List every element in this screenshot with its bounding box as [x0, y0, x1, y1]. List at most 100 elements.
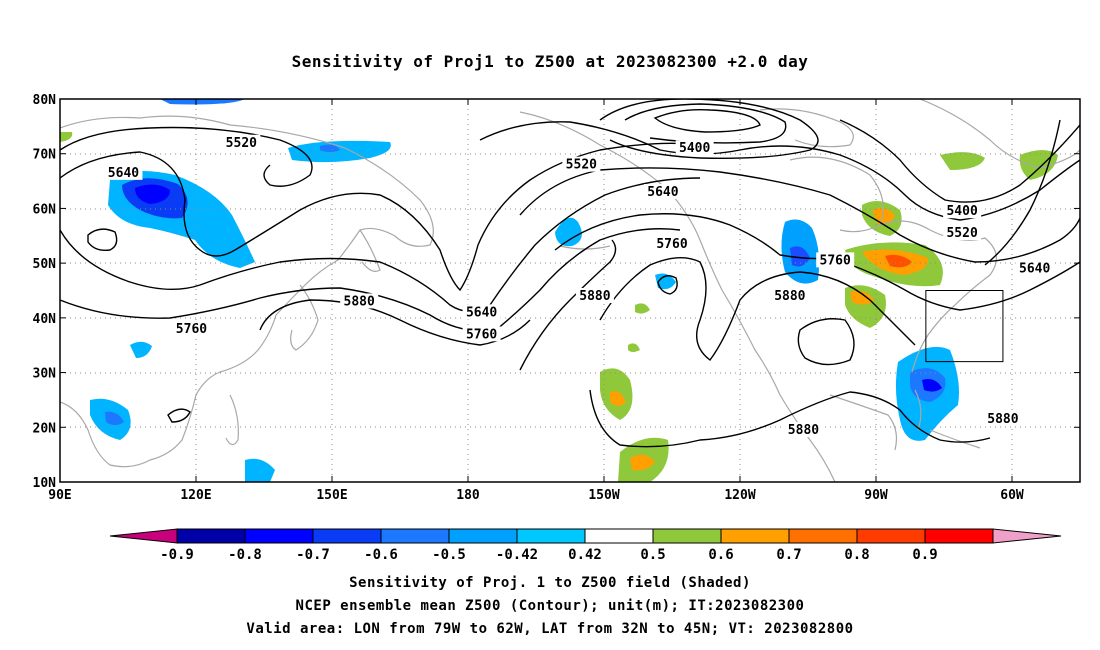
contour-small-low: [657, 275, 678, 295]
colorbar-swatch: [856, 528, 926, 544]
sensitivity-shading: [60, 99, 1058, 482]
lat-tick-label: 40N: [33, 312, 57, 327]
shade-greenland-green: [940, 152, 985, 170]
contour-label: 5880: [344, 294, 375, 309]
shade-asia-sw: [130, 341, 152, 358]
contour-5880-west: [60, 228, 681, 332]
caption-line-2: NCEP ensemble mean Z500 (Contour); unit(…: [295, 598, 805, 614]
shade-pac-orange-1: [610, 391, 626, 406]
contour-5760-west: [60, 177, 701, 313]
contour-small-closed-2: [167, 408, 191, 423]
lat-tick-label: 80N: [33, 93, 57, 108]
colorbar-label: -0.5: [432, 547, 466, 563]
lon-tick-label: 150W: [588, 488, 619, 503]
contour-label: 5400: [946, 204, 977, 219]
contour-label: 5640: [647, 185, 678, 200]
colorbar-label: 0.7: [776, 547, 801, 563]
shade-atlantic-inner: [922, 379, 942, 392]
shade-arctic-1: [288, 140, 391, 163]
contour-label-bg: [653, 235, 691, 251]
graticule: [60, 99, 1080, 482]
lat-tick-label: 70N: [33, 148, 57, 163]
contour-label-bg: [675, 140, 714, 156]
contour-label-bg: [462, 326, 501, 342]
figure-title: Sensitivity of Proj1 to Z500 at 20230823…: [291, 52, 809, 71]
contour-label-bg: [462, 304, 501, 320]
colorbar-label: 0.8: [844, 547, 869, 563]
coast-arctic-islands: [759, 108, 854, 148]
lon-tick-label: 120E: [180, 488, 211, 503]
longitude-axis: 90E 120E 150E 180 150W 120W 90W 60W: [48, 99, 1024, 503]
colorbar-label: -0.8: [228, 547, 262, 563]
contour-greenland-ridge: [984, 119, 1061, 266]
colorbar: -0.9 -0.8 -0.7 -0.6 -0.5 -0.42 0.42 0.5 0.6 0.7 0.…: [109, 528, 1062, 563]
contour-label-bg: [1015, 260, 1054, 276]
z500-contours: [60, 99, 1080, 448]
contour-label: 5640: [108, 166, 139, 181]
shade-lakes-red: [885, 254, 912, 268]
colorbar-label: 0.5: [640, 547, 665, 563]
contour-5760-closed-1: [87, 228, 118, 252]
shade-pacific: [555, 217, 582, 247]
contour-5880-pacific: [519, 239, 617, 371]
shade-gulf-alaska-blue: [655, 273, 676, 290]
shade-arctic-core: [320, 144, 340, 152]
colorbar-underflow-triangle: [109, 528, 178, 544]
shade-green-small: [635, 303, 650, 314]
contour-label: 5520: [946, 226, 977, 241]
colorbar-label: -0.6: [364, 547, 398, 563]
colorbar-label: -0.9: [160, 547, 194, 563]
lon-tick-label: 150E: [316, 488, 347, 503]
contour-5880-closed-1: [797, 318, 855, 366]
colorbar-swatch: [720, 528, 790, 544]
contour-5400-east: [839, 119, 1080, 203]
contour-label: 5520: [566, 158, 597, 173]
contour-label-bg: [643, 184, 682, 200]
contour-label: 5760: [656, 237, 687, 252]
contour-label-bg: [784, 422, 823, 438]
contour-5640-west: [60, 142, 701, 292]
coast-greenland: [919, 99, 1080, 169]
lat-tick-label: 10N: [33, 476, 57, 491]
contour-5760-south: [259, 299, 531, 346]
colorbar-swatch: [788, 528, 858, 544]
colorbar-swatch: [652, 528, 722, 544]
contour-label: 5520: [226, 136, 257, 151]
contour-label: 5880: [579, 289, 610, 304]
shade-green-west: [60, 132, 73, 142]
coast-philippines: [225, 394, 239, 446]
contour-label-bg: [770, 287, 809, 303]
plot-frame: [59, 98, 1081, 483]
lat-tick-label: 60N: [33, 202, 57, 217]
valid-area-box: [925, 290, 1004, 363]
contour-label: 5640: [466, 305, 497, 320]
contour-label-bg: [575, 287, 614, 303]
shade-green-small-2: [628, 343, 640, 352]
contour-label: 5880: [987, 412, 1018, 427]
coast-japan: [290, 284, 319, 351]
lat-tick-label: 20N: [33, 421, 57, 436]
shade-arctic-top: [160, 99, 245, 105]
colorbar-swatch: [176, 528, 246, 544]
contour-label-bg: [983, 411, 1022, 427]
coast-hudson: [789, 156, 884, 233]
coast-caribbean: [929, 429, 981, 449]
contour-label: 5760: [466, 327, 497, 342]
shade-pac-orange-2: [630, 454, 655, 471]
lat-tick-label: 30N: [33, 367, 57, 382]
colorbar-swatch: [584, 528, 654, 544]
lon-tick-label: 180: [456, 488, 480, 503]
contour-label-bg: [816, 252, 855, 268]
contour-label-bg: [104, 164, 143, 180]
colorbar-swatch: [380, 528, 450, 544]
contour-label: 5400: [679, 141, 710, 156]
contour-5520-arctic: [479, 121, 1080, 221]
lon-tick-label: 60W: [1000, 488, 1024, 503]
contour-5880-mid: [599, 257, 916, 361]
colorbar-overflow-triangle: [992, 528, 1062, 544]
coast-asia: [60, 115, 434, 468]
shade-siberia-inner: [135, 184, 170, 204]
lon-tick-label: 90W: [864, 488, 888, 503]
